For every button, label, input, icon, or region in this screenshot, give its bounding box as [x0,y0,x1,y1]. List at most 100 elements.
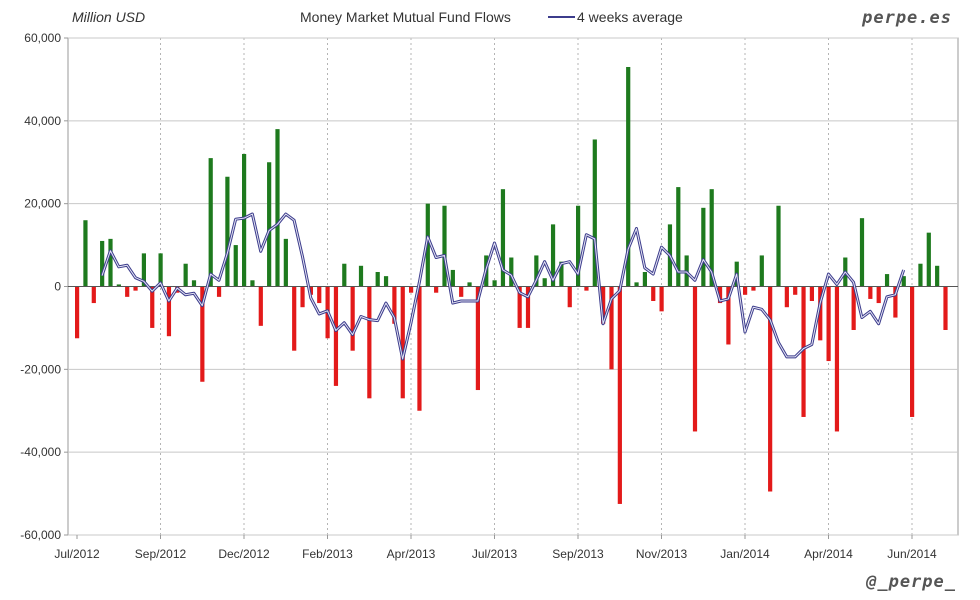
flow-bar [208,158,213,287]
flow-bar [392,286,397,324]
flow-bar [342,263,347,287]
flow-bar [183,263,188,287]
y-axis-unit-label: Million USD [72,9,146,25]
y-tick-label: 0 [54,280,61,294]
flow-bar [417,286,422,411]
x-tick-label: Jul/2013 [472,547,518,561]
flow-bar [350,286,355,351]
flow-bar [542,278,547,287]
legend-label: 4 weeks average [577,9,683,25]
flow-bar [200,286,205,382]
flow-bar [283,238,288,287]
flow-bar [642,272,647,287]
flow-bar [475,286,480,391]
flow-bar [300,286,305,308]
flow-bar [383,276,389,287]
flow-bar [893,286,898,318]
flow-bar [509,257,514,287]
flow-bar [275,129,280,287]
flow-bar [676,187,681,287]
average-line-series [100,212,906,361]
flow-bar [834,286,840,432]
flow-bar [150,286,155,328]
flow-bar [868,286,873,299]
x-tick-label: Jan/2014 [720,547,770,561]
x-tick-label: Jun/2014 [887,547,937,561]
flow-bar [125,286,130,297]
x-tick-label: Jul/2012 [54,547,100,561]
flow-bar [926,232,931,287]
flow-bar [818,286,823,341]
x-axis-ticks: Jul/2012 Sep/2012 Dec/2012 Feb/2013 Apr/2013… [54,535,937,561]
flow-bar [592,139,597,287]
flow-bar [434,286,439,293]
flow-bar [717,286,723,304]
flow-bar [317,286,322,304]
flow-bar [876,286,881,304]
flow-bar [659,286,664,312]
flow-bar [726,286,731,345]
flow-bar [333,286,339,386]
flow-bar [826,286,831,362]
y-tick-label: -40,000 [20,445,61,459]
flow-bar [133,286,138,291]
flow-bar [692,286,698,432]
flow-bar [651,286,656,301]
flow-bar [525,286,531,328]
y-tick-label: 60,000 [24,31,61,45]
x-tick-label: Dec/2012 [218,547,270,561]
y-tick-label: -20,000 [20,362,61,376]
flow-bar [584,286,589,291]
legend-line-swatch [548,16,575,19]
x-tick-label: Apr/2014 [804,547,853,561]
flow-bar [567,286,572,308]
flow-bar [809,286,814,301]
x-tick-label: Sep/2012 [135,547,187,561]
flow-bar [517,286,522,328]
flow-bar [233,245,238,287]
flow-bar [634,282,639,287]
flow-bar [166,286,172,337]
flow-bar [601,286,606,324]
flow-bar [534,255,539,287]
flow-bar [709,189,714,287]
flow-bar [701,207,706,287]
flow-bar [367,286,372,399]
flow-bar [442,205,447,287]
y-tick-label: 40,000 [24,114,61,128]
flow-bar [116,284,121,287]
flow-bar [910,286,915,417]
flow-bar [918,263,923,287]
flow-bar [292,286,297,351]
flow-bar [409,286,414,293]
flow-bar [216,286,222,297]
flow-bar [492,280,497,287]
flow-bar [75,286,80,339]
flow-bar [91,286,96,304]
y-tick-label: 20,000 [24,197,61,211]
x-tick-label: Sep/2013 [552,547,604,561]
flow-bar [784,286,789,308]
flow-bar [242,153,247,287]
y-tick-label: -60,000 [20,528,61,542]
x-tick-label: Apr/2013 [387,547,436,561]
flow-bar [751,286,756,291]
flow-bar [884,274,890,287]
flow-bar [450,269,455,287]
flow-bar [743,286,748,295]
flow-bar [617,286,622,504]
flow-bar [108,238,113,287]
flow-bar [851,286,856,330]
bar-series [75,66,948,504]
flow-bar [801,286,806,417]
flow-bar [759,255,764,287]
flow-bar [943,286,948,330]
y-axis-ticks: 60,000 40,000 20,000 0 -20,000 -40,000 -60,000 [20,31,68,542]
flow-bar [768,286,773,492]
flow-bar [576,205,581,287]
chart-title: Money Market Mutual Fund Flows [300,9,511,25]
flow-bar [626,66,631,287]
horizontal-gridlines [68,37,958,536]
flow-bar [358,265,364,287]
